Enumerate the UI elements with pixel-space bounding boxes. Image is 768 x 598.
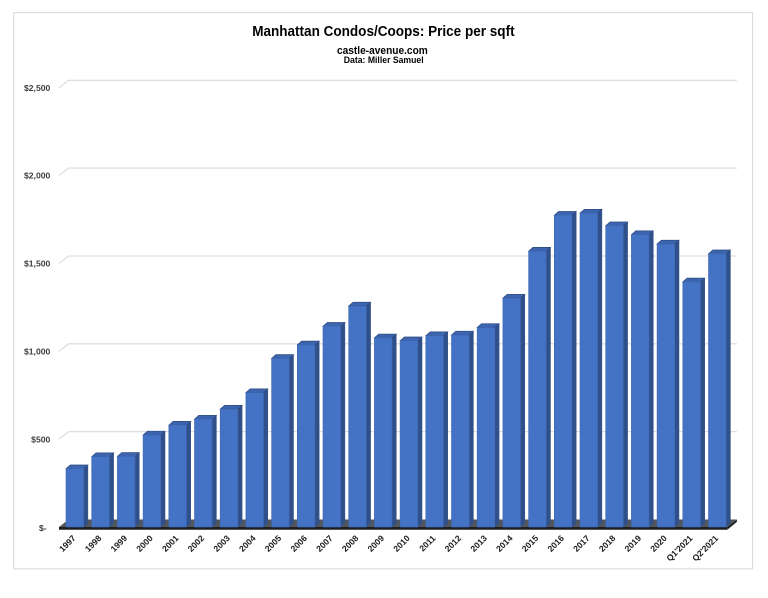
svg-text:$-: $-: [39, 523, 47, 533]
svg-text:$2,500: $2,500: [24, 83, 51, 93]
svg-text:$500: $500: [31, 434, 50, 444]
svg-text:Data: Miller Samuel: Data: Miller Samuel: [344, 55, 424, 65]
svg-text:$1,500: $1,500: [24, 259, 51, 269]
svg-text:Manhattan Condos/Coops: Price: Manhattan Condos/Coops: Price per sqft: [252, 23, 514, 40]
svg-text:$1,000: $1,000: [24, 346, 51, 356]
svg-text:castle-avenue.com: castle-avenue.com: [337, 45, 428, 57]
svg-text:$2,000: $2,000: [24, 171, 51, 181]
